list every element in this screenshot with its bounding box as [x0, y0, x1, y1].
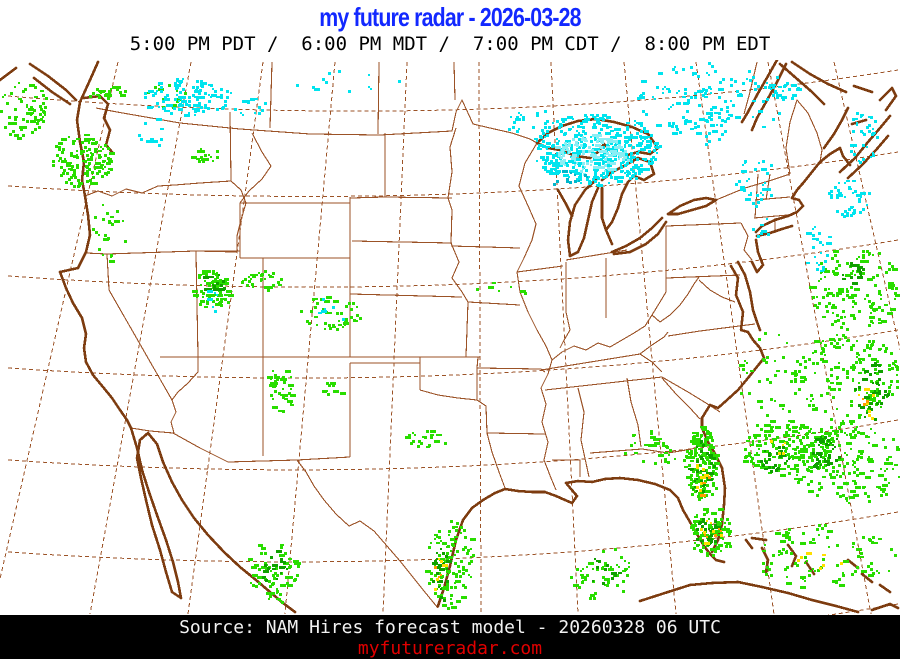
coastline	[0, 60, 900, 614]
timezone-times: 5:00 PM PDT / 6:00 PM MDT / 7:00 PM CDT …	[129, 33, 771, 55]
footer-bar: Source: NAM Hires forecast model - 20260…	[0, 615, 900, 659]
great-lakes	[535, 117, 718, 258]
graticule-longitude-lines	[0, 61, 900, 615]
state-borders	[84, 61, 823, 609]
radar-echoes	[0, 62, 900, 610]
website-link[interactable]: myfutureradar.com	[357, 638, 543, 659]
source-text: Source: NAM Hires forecast model - 20260…	[179, 617, 721, 638]
page-title: my future radar - 2026-03-28	[319, 2, 581, 32]
